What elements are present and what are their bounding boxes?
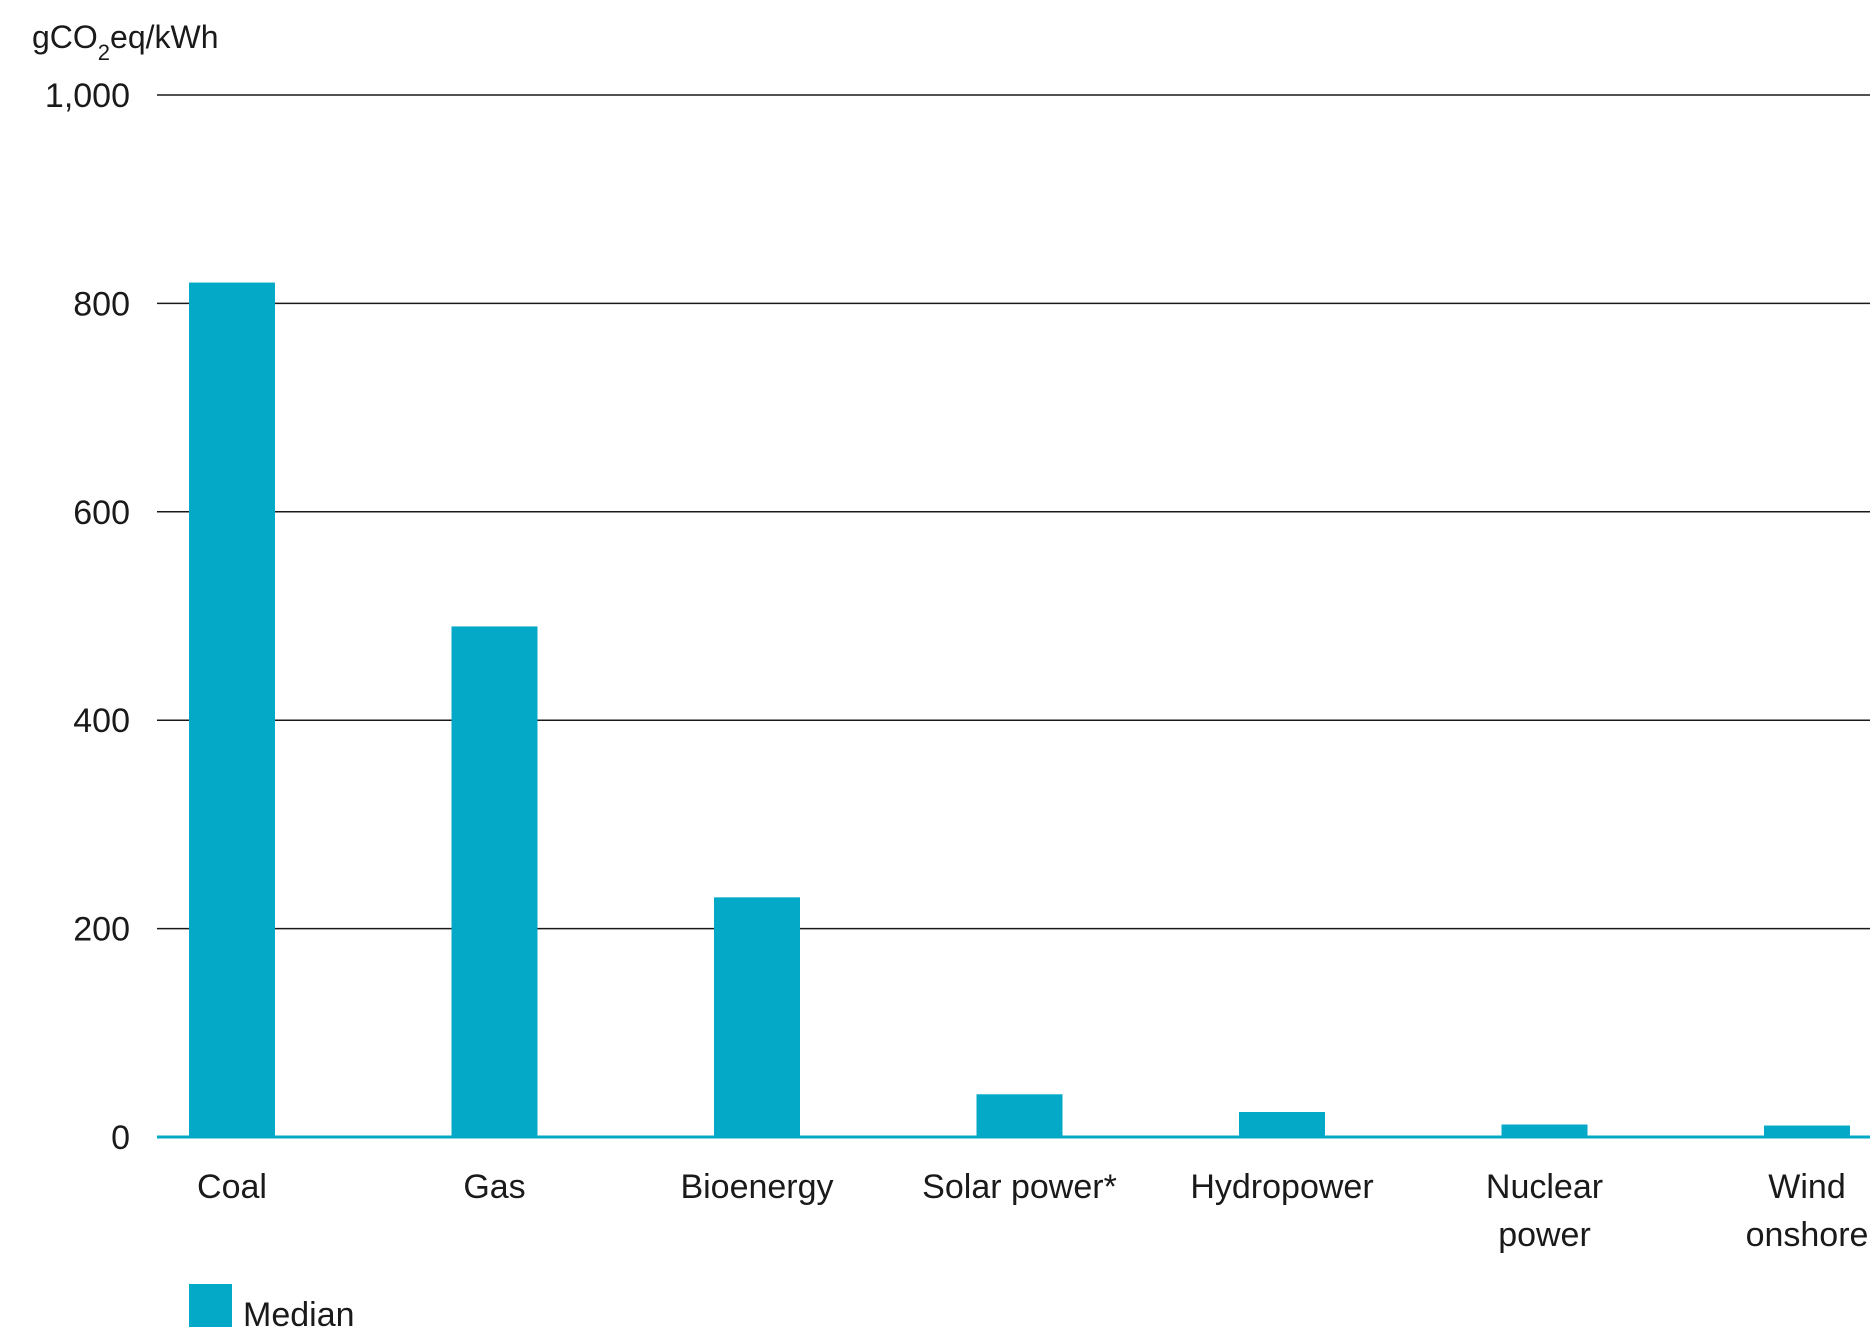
y-axis-ticks: 0 200 400 600 800 1,000 bbox=[45, 77, 130, 1157]
bar bbox=[714, 897, 800, 1137]
gridlines bbox=[157, 94, 1870, 930]
x-tick-label: power bbox=[1498, 1216, 1591, 1254]
bar bbox=[189, 282, 275, 1137]
x-tick-label: Nuclear bbox=[1486, 1168, 1603, 1206]
x-tick-label: Hydropower bbox=[1190, 1168, 1373, 1206]
x-tick-label: Bioenergy bbox=[680, 1168, 833, 1206]
legend-label-median: Median bbox=[243, 1296, 355, 1332]
bar bbox=[1764, 1125, 1850, 1137]
y-tick-label: 800 bbox=[73, 285, 130, 323]
bar bbox=[1239, 1111, 1325, 1137]
legend-swatch-median bbox=[189, 1284, 232, 1327]
x-tick-label: Gas bbox=[463, 1168, 525, 1206]
x-tick-label: Coal bbox=[197, 1168, 267, 1206]
x-tick-label: Solar power* bbox=[922, 1168, 1117, 1206]
y-tick-label: 0 bbox=[111, 1119, 130, 1157]
bar bbox=[451, 626, 538, 1137]
bars bbox=[189, 282, 1850, 1137]
y-tick-label: 1,000 bbox=[45, 77, 130, 115]
x-tick-label: onshore bbox=[1746, 1216, 1869, 1254]
y-unit-label: gCO2eq/kWh bbox=[32, 19, 219, 65]
y-tick-label: 400 bbox=[73, 702, 130, 740]
bar bbox=[976, 1094, 1063, 1137]
y-tick-label: 600 bbox=[73, 494, 130, 532]
y-tick-label: 200 bbox=[73, 911, 130, 949]
x-tick-label: Wind bbox=[1768, 1168, 1845, 1206]
x-axis-labels: Coal Gas Bioenergy Solar power* Hydropower Nu… bbox=[197, 1168, 1868, 1254]
bar bbox=[1501, 1124, 1588, 1137]
legend: Median bbox=[189, 1284, 355, 1332]
